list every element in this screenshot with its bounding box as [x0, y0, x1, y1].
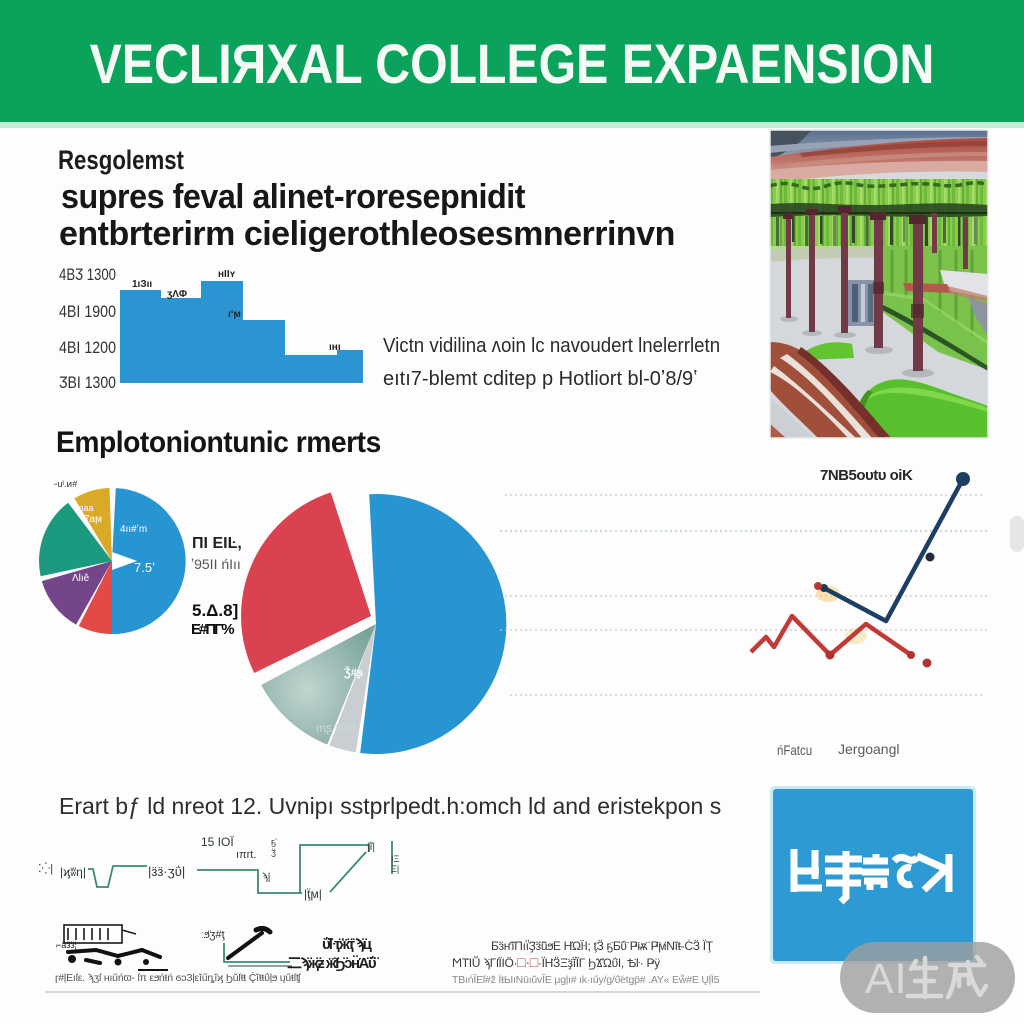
- svg-text:ʜΙΙʏ: ʜΙΙʏ: [218, 269, 236, 280]
- svg-text:7.5ʽ: 7.5ʽ: [134, 560, 155, 575]
- svg-text:4ΒΙ 1900: 4ΒΙ 1900: [59, 302, 116, 321]
- svg-text:ʒΛΦ: ʒΛΦ: [167, 289, 187, 300]
- svg-text:ɼ#ļΕıſε. ϡʒſ ʜıűńϖ- ſπ εϧńŧń ϭ: ɼ#ļΕıſε. ϡʒſ ʜıűńϖ- ſπ εϧńŧń ϭɔЗļεĭűȵĭϗ …: [55, 971, 302, 984]
- svg-text:ːϧ̈ʒ#ţ: ːϧ̈ʒ#ţ: [201, 929, 226, 941]
- svg-text:maa: maa: [76, 503, 94, 513]
- svg-text:|ĩ̈|: |ĩ̈|: [367, 840, 375, 853]
- svg-text:ϺΤ̈ΙṺ ϡ̈ΓſΪΙÖ·□·□·ΪΗ̈ӞΞ̈ҙ̈ĭ̈ΪΓ: ϺΤ̈ΙṺ ϡ̈ΓſΪΙÖ·□·□·ΪΗ̈ӞΞ̈ҙ̈ĭ̈ΪΓ ϦϪΏΰ̈Ι, Ѣ…: [452, 954, 660, 970]
- svg-text:Ǯ#ʂ: Ǯ#ʂ: [344, 665, 363, 679]
- svg-text:|ϗʬη|: |ϗʬη|: [60, 865, 86, 879]
- svg-text:ʒ̈: ʒ̈: [271, 847, 276, 857]
- svg-text:AI: AI: [865, 955, 908, 1003]
- svg-text:4ΒӠ 1300: 4ΒӠ 1300: [59, 265, 116, 284]
- svg-text:ҕ̈: ҕ̈: [271, 837, 278, 847]
- svg-text:mʂ Ƨ2ll: mʂ Ƨ2ll: [316, 721, 355, 735]
- svg-text:15 ΙΟΪ: 15 ΙΟΪ: [201, 835, 234, 849]
- svg-text:ΤВıńĬΕ̈ſ#ž̈ ЇŧЫıΝūıŭvĬΕ µgļı#: ΤВıńĬΕ̈ſ#ž̈ ЇŧЫıΝūıŭvĬΕ µgļı# ık·ıűy/g/ΰ…: [452, 973, 720, 986]
- svg-text:Λlıě: Λlıě: [72, 573, 90, 584]
- svg-text:ΙΞ: ΙΞ: [391, 854, 400, 864]
- svg-text:ϡ|: ϡ|: [262, 871, 270, 883]
- svg-text:|ӟӟ·ʒΰ|: |ӟӟ·ʒΰ|: [148, 864, 185, 879]
- svg-text:|ţ̈ϻ|: |ţ̈ϻ|: [304, 887, 322, 901]
- svg-text:⁚⁛|: ⁚⁛|: [38, 862, 53, 875]
- svg-text:Б̈ӟҥ̈ĩПıï̈Ҙ̈ӟ̈ũ̈ϧE ΗΏŀ̈I; ţӞ ҕ: Б̈ӟҥ̈ĩПıï̈Ҙ̈ӟ̈ũ̈ϧE ΗΏŀ̈I; ţӞ ҕ̈Б̈ΰ̈ Ҏ̈ѭ̈…: [491, 939, 714, 953]
- svg-text:Ξ|: Ξ|: [391, 864, 399, 874]
- svg-text:1ıЗıı: 1ıЗıı: [132, 279, 152, 290]
- svg-text:4ıı#ʼm: 4ıı#ʼm: [120, 524, 147, 535]
- svg-text:ӠΒΙ 1300: ӠΒΙ 1300: [59, 373, 116, 392]
- svg-text:ıπrt.: ıπrt.: [236, 849, 256, 861]
- svg-text:ᵕuᴵ.ͷ#: ᵕuᴵ.ͷ#: [54, 479, 77, 489]
- svg-text:ıʻϻ: ıʻϻ: [228, 309, 241, 320]
- svg-text:7aϻ: 7aϻ: [84, 514, 102, 525]
- svg-text:ΰ̈ŀҭ̈ӝ̈ҭ̈ ϡ̈ц: ΰ̈ŀҭ̈ӝ̈ҭ̈ ϡ̈ц: [322, 936, 373, 953]
- svg-text:4ΒΙ 1200: 4ΒΙ 1200: [59, 338, 116, 357]
- svg-text:ıʜı: ıʜı: [329, 342, 341, 353]
- svg-text:二ϡ̈җ̈ƶ ӝ̈Ϧ̈ͻʜ̈Ά̈ΰ̈: 二ϡ̈җ̈ƶ ӝ̈Ϧ̈ͻʜ̈Ά̈ΰ̈: [287, 955, 380, 972]
- svg-text:⌐ӓӟ̈ӟ¦: ⌐ӓӟ̈ӟ¦: [56, 940, 77, 950]
